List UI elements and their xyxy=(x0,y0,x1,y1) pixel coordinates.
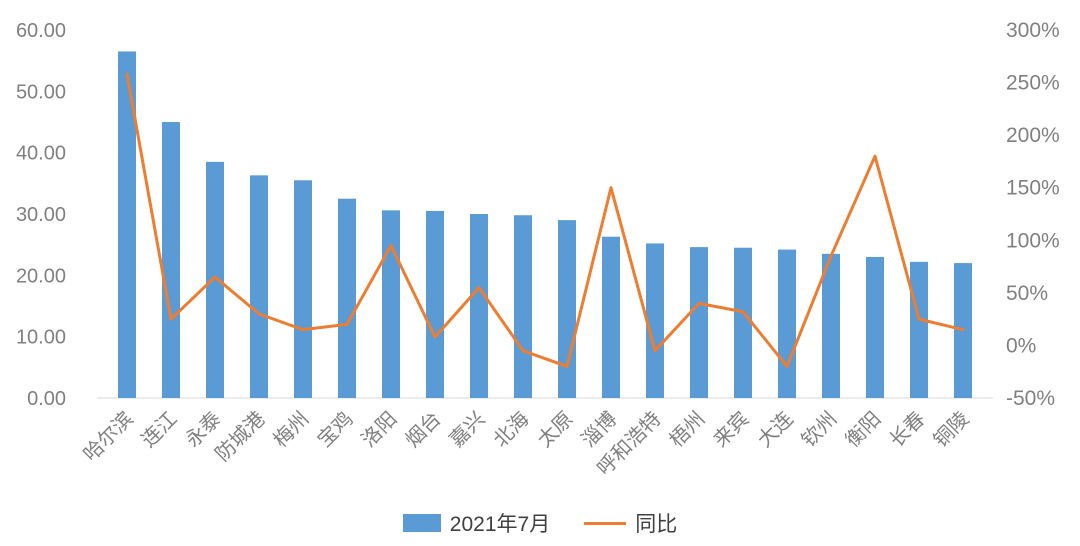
left-axis-tick: 0.00 xyxy=(27,388,66,410)
right-axis-tick: 0% xyxy=(1006,334,1036,357)
chart-legend: 2021年7月 同比 xyxy=(0,508,1080,538)
left-axis-tick: 20.00 xyxy=(16,265,66,287)
x-axis-label: 衡阳 xyxy=(841,407,886,452)
x-axis-label: 宝鸡 xyxy=(313,407,358,452)
bar xyxy=(646,243,664,398)
bar xyxy=(294,180,312,398)
bar xyxy=(426,210,444,398)
x-axis-label: 连江 xyxy=(137,407,182,452)
right-axis-tick: 100% xyxy=(1006,229,1060,252)
bar xyxy=(118,51,136,398)
x-axis-label: 来宾 xyxy=(709,407,754,452)
bar-line-chart: 0.00 10.00 20.00 30.00 40.00 50.00 60.00 -50% 0%… xyxy=(16,19,1060,480)
x-axis-label: 哈尔滨 xyxy=(79,407,138,466)
bar xyxy=(866,256,884,398)
x-axis-label: 太原 xyxy=(533,407,578,452)
right-axis-tick: 300% xyxy=(1006,19,1060,42)
x-axis-label: 烟台 xyxy=(401,407,446,452)
right-axis-tick: 150% xyxy=(1006,177,1060,200)
right-axis-tick: 50% xyxy=(1006,282,1048,305)
bar xyxy=(338,198,356,398)
legend-item-line-series: 同比 xyxy=(584,508,677,538)
x-axis-label: 铜陵 xyxy=(929,407,974,452)
right-axis-tick: 200% xyxy=(1006,124,1060,147)
bar xyxy=(602,236,620,398)
x-axis-label: 长春 xyxy=(885,407,930,452)
bar xyxy=(162,122,180,398)
legend-label-bar-series: 2021年7月 xyxy=(449,513,551,536)
right-axis-tick: 250% xyxy=(1006,72,1060,95)
bar xyxy=(250,175,268,398)
bar xyxy=(514,215,532,398)
bar xyxy=(470,214,488,398)
bar xyxy=(822,253,840,398)
line-series xyxy=(125,72,965,368)
x-axis-label: 梧州 xyxy=(665,407,710,452)
right-axis-tick: -50% xyxy=(1006,387,1055,410)
x-axis-label: 嘉兴 xyxy=(445,407,490,452)
bar xyxy=(382,210,400,398)
bar xyxy=(778,249,796,398)
bar xyxy=(558,220,576,398)
left-axis-tick: 50.00 xyxy=(16,81,66,103)
left-axis-tick: 60.00 xyxy=(16,20,66,42)
x-axis-label: 北海 xyxy=(489,407,534,452)
left-axis-tick: 40.00 xyxy=(16,143,66,165)
x-axis-label: 大连 xyxy=(753,407,798,452)
left-axis-tick: 10.00 xyxy=(16,327,66,349)
bar xyxy=(910,261,928,398)
left-axis-tick: 30.00 xyxy=(16,204,66,226)
bar-series-swatch xyxy=(402,514,441,532)
legend-item-bar-series: 2021年7月 xyxy=(402,508,551,538)
x-axis-label: 防城港 xyxy=(211,407,270,466)
line-series-swatch xyxy=(584,521,627,525)
bar xyxy=(690,247,708,398)
bar xyxy=(206,161,224,398)
x-axis-label: 钦州 xyxy=(797,407,842,452)
bar xyxy=(734,247,752,398)
x-axis-label: 洛阳 xyxy=(357,407,402,452)
legend-label-line-series: 同比 xyxy=(635,513,678,536)
x-axis-label: 梅州 xyxy=(269,407,314,452)
